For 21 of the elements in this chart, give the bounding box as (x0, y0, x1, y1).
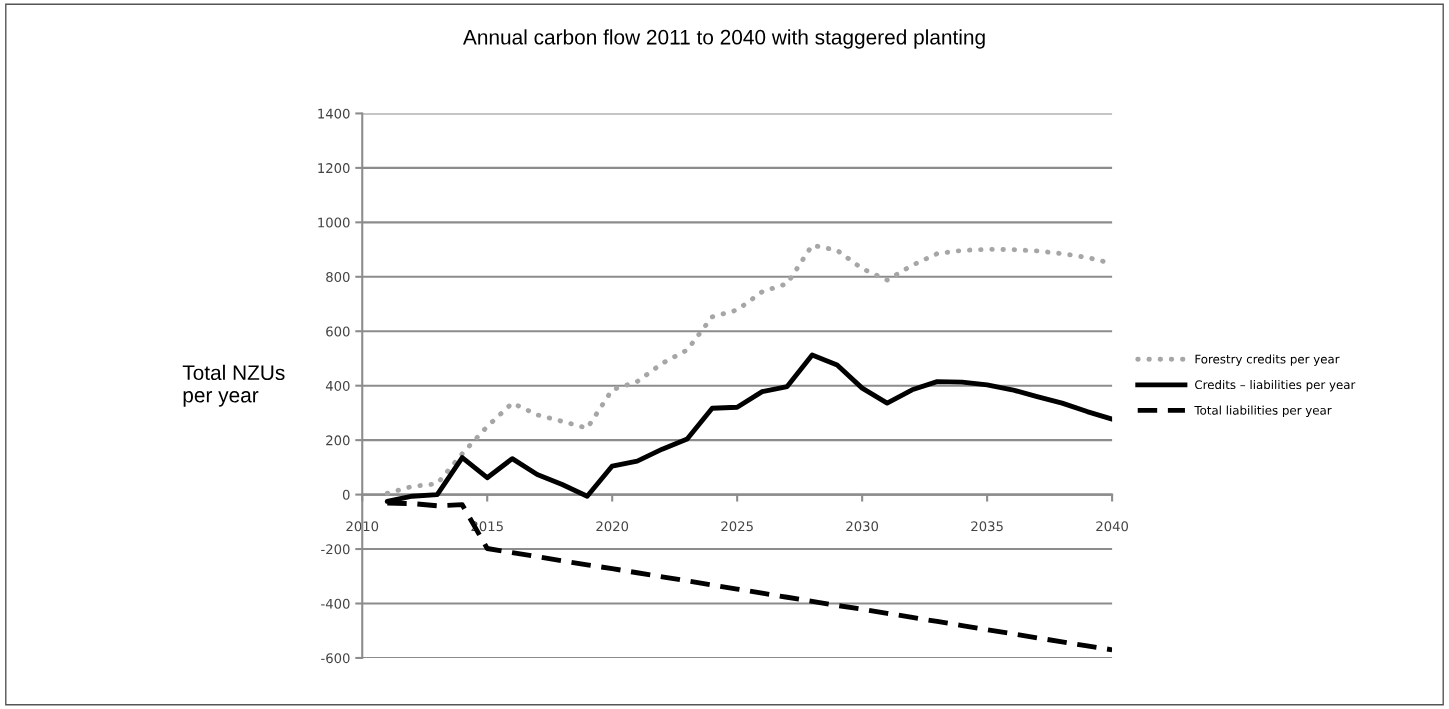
legend-label: Credits – liabilities per year (1195, 379, 1356, 392)
y-tick-label: 800 (326, 272, 350, 282)
y-tick-label: 0 (342, 489, 350, 500)
x-tick-label: 2035 (971, 521, 1003, 532)
y-tick-label: 1200 (318, 163, 350, 174)
y-tick-label: 1000 (318, 217, 350, 228)
legend-label: Total liabilities per year (1194, 405, 1332, 417)
x-tick-label: 2025 (721, 521, 753, 532)
legend-label: Forestry credits per year (1195, 354, 1340, 366)
y-tick-label: 600 (326, 326, 350, 337)
y-tick-label: -400 (321, 598, 350, 609)
x-tick-label: 2040 (1096, 521, 1129, 532)
y-tick-label: 200 (326, 435, 350, 446)
x-tick-label: 2030 (846, 521, 879, 532)
x-tick-label: 2020 (596, 521, 629, 532)
y-tick-label: 400 (325, 380, 350, 391)
y-tick-label: 1400 (318, 108, 350, 119)
y-tick-label: -600 (321, 653, 350, 664)
y-axis-title: Total NZUs per year (182, 364, 285, 407)
y-tick-label: -200 (321, 544, 350, 555)
chart-title: Annual carbon flow 2011 to 2040 with staggered planting (462, 29, 985, 49)
